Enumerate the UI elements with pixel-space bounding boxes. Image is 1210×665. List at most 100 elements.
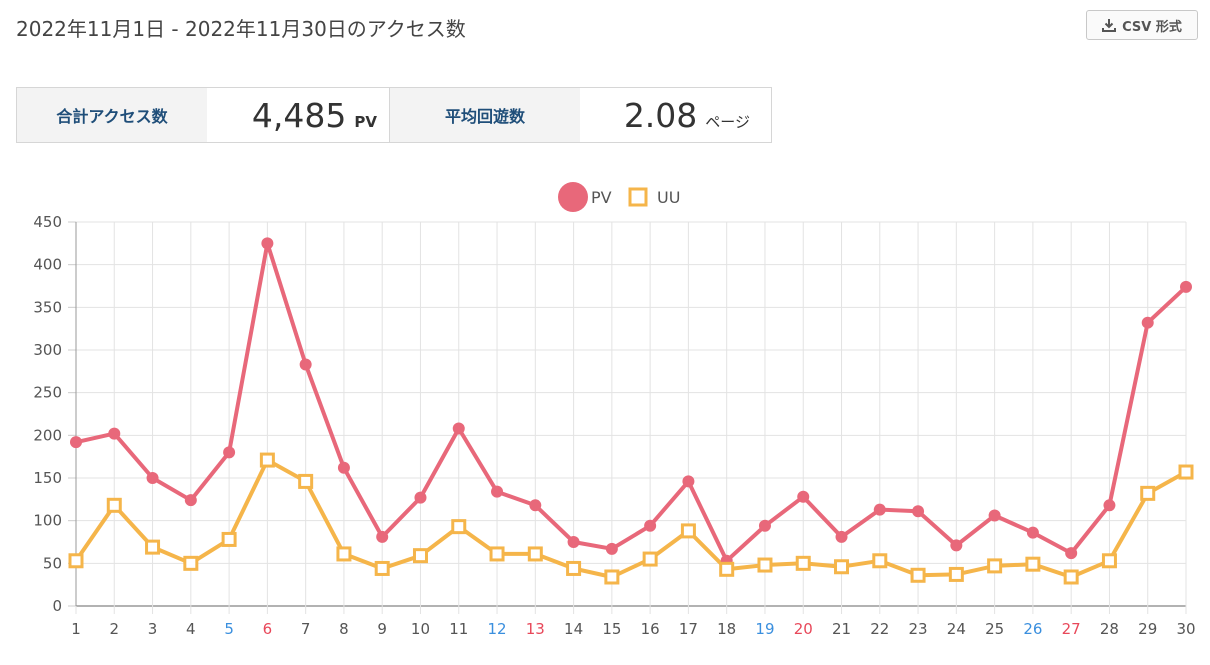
data-point-uu — [795, 555, 811, 571]
avg-pages-label: 平均回遊数 — [390, 88, 580, 142]
x-tick-label: 6 — [263, 620, 273, 638]
data-point-pv — [758, 519, 771, 532]
page-title: 2022年11月1日 - 2022年11月30日のアクセス数 — [16, 17, 466, 41]
total-access-number: 4,485 — [251, 96, 347, 135]
data-point-pv — [337, 461, 350, 474]
legend-marker-uu — [628, 187, 648, 207]
csv-export-button[interactable]: CSV 形式 — [1086, 10, 1198, 40]
x-tick-label: 9 — [377, 620, 387, 638]
data-point-uu — [489, 546, 505, 562]
x-tick-label: 25 — [985, 620, 1004, 638]
y-tick-label: 300 — [33, 341, 62, 359]
data-point-pv — [682, 475, 695, 488]
x-tick-label: 4 — [186, 620, 196, 638]
data-point-uu — [566, 560, 582, 576]
legend-marker-pv — [558, 182, 588, 212]
x-tick-label: 1 — [71, 620, 81, 638]
data-point-uu — [680, 523, 696, 539]
x-tick-label: 14 — [564, 620, 583, 638]
data-point-pv — [452, 422, 465, 435]
x-tick-label: 28 — [1100, 620, 1119, 638]
data-point-pv — [605, 542, 618, 555]
data-point-pv — [1103, 499, 1116, 512]
data-point-uu — [412, 548, 428, 564]
y-tick-label: 350 — [33, 298, 62, 316]
data-point-uu — [374, 560, 390, 576]
data-point-pv — [797, 490, 810, 503]
data-point-uu — [183, 555, 199, 571]
data-point-uu — [719, 561, 735, 577]
y-tick-label: 0 — [52, 597, 62, 615]
download-icon — [1102, 19, 1117, 32]
x-tick-label: 7 — [301, 620, 311, 638]
x-tick-label: 21 — [832, 620, 851, 638]
y-tick-label: 450 — [33, 213, 62, 231]
data-point-pv — [835, 530, 848, 543]
data-point-uu — [145, 539, 161, 555]
total-access-value: 4,485 PV — [207, 88, 389, 142]
data-point-pv — [644, 519, 657, 532]
x-tick-label: 22 — [870, 620, 889, 638]
x-tick-label: 12 — [487, 620, 506, 638]
data-point-pv — [873, 503, 886, 516]
x-tick-label: 5 — [224, 620, 234, 638]
data-point-pv — [414, 491, 427, 504]
data-point-pv — [223, 446, 236, 459]
data-point-uu — [451, 519, 467, 535]
data-point-uu — [987, 558, 1003, 574]
x-tick-label: 8 — [339, 620, 349, 638]
data-point-pv — [70, 436, 82, 449]
data-point-pv — [1065, 547, 1078, 560]
data-point-pv — [261, 237, 274, 250]
x-tick-label: 11 — [449, 620, 468, 638]
data-point-uu — [68, 553, 84, 569]
data-point-pv — [950, 539, 963, 552]
stats-panel: 合計アクセス数 4,485 PV 平均回遊数 2.08 ページ — [16, 87, 772, 143]
total-access-unit: PV — [354, 113, 377, 131]
data-point-uu — [1101, 553, 1117, 569]
x-tick-label: 23 — [909, 620, 928, 638]
y-tick-label: 50 — [43, 554, 62, 572]
avg-pages-value: 2.08 ページ — [580, 88, 762, 142]
data-point-uu — [757, 557, 773, 573]
data-point-uu — [298, 473, 314, 489]
y-tick-label: 250 — [33, 384, 62, 402]
legend-label-pv: PV — [591, 188, 612, 207]
data-point-uu — [106, 497, 122, 513]
data-point-pv — [184, 494, 197, 507]
x-tick-label: 16 — [641, 620, 660, 638]
y-tick-label: 150 — [33, 469, 62, 487]
x-tick-label: 20 — [794, 620, 813, 638]
x-tick-label: 3 — [148, 620, 158, 638]
data-point-pv — [988, 509, 1001, 522]
x-tick-label: 18 — [717, 620, 736, 638]
y-tick-label: 100 — [33, 512, 62, 530]
x-tick-label: 2 — [110, 620, 120, 638]
data-point-uu — [948, 566, 964, 582]
data-point-uu — [336, 546, 352, 562]
x-tick-label: 27 — [1062, 620, 1081, 638]
data-point-uu — [1178, 464, 1194, 480]
y-tick-label: 200 — [33, 426, 62, 444]
avg-pages-unit: ページ — [705, 113, 750, 131]
csv-export-label: CSV 形式 — [1122, 19, 1182, 35]
data-point-uu — [1025, 556, 1041, 572]
data-point-uu — [1140, 485, 1156, 501]
data-point-pv — [912, 505, 925, 518]
stats-divider — [389, 88, 390, 142]
data-point-uu — [604, 569, 620, 585]
data-point-uu — [642, 551, 658, 567]
x-tick-label: 29 — [1138, 620, 1157, 638]
data-point-uu — [872, 553, 888, 569]
data-point-pv — [108, 427, 121, 440]
data-point-uu — [527, 546, 543, 562]
x-tick-label: 26 — [1023, 620, 1042, 638]
x-tick-label: 30 — [1176, 620, 1195, 638]
data-point-uu — [1063, 569, 1079, 585]
data-point-pv — [376, 530, 389, 543]
data-point-pv — [567, 536, 580, 548]
y-tick-label: 400 — [33, 256, 62, 274]
x-tick-label: 15 — [602, 620, 621, 638]
data-point-uu — [834, 559, 850, 575]
